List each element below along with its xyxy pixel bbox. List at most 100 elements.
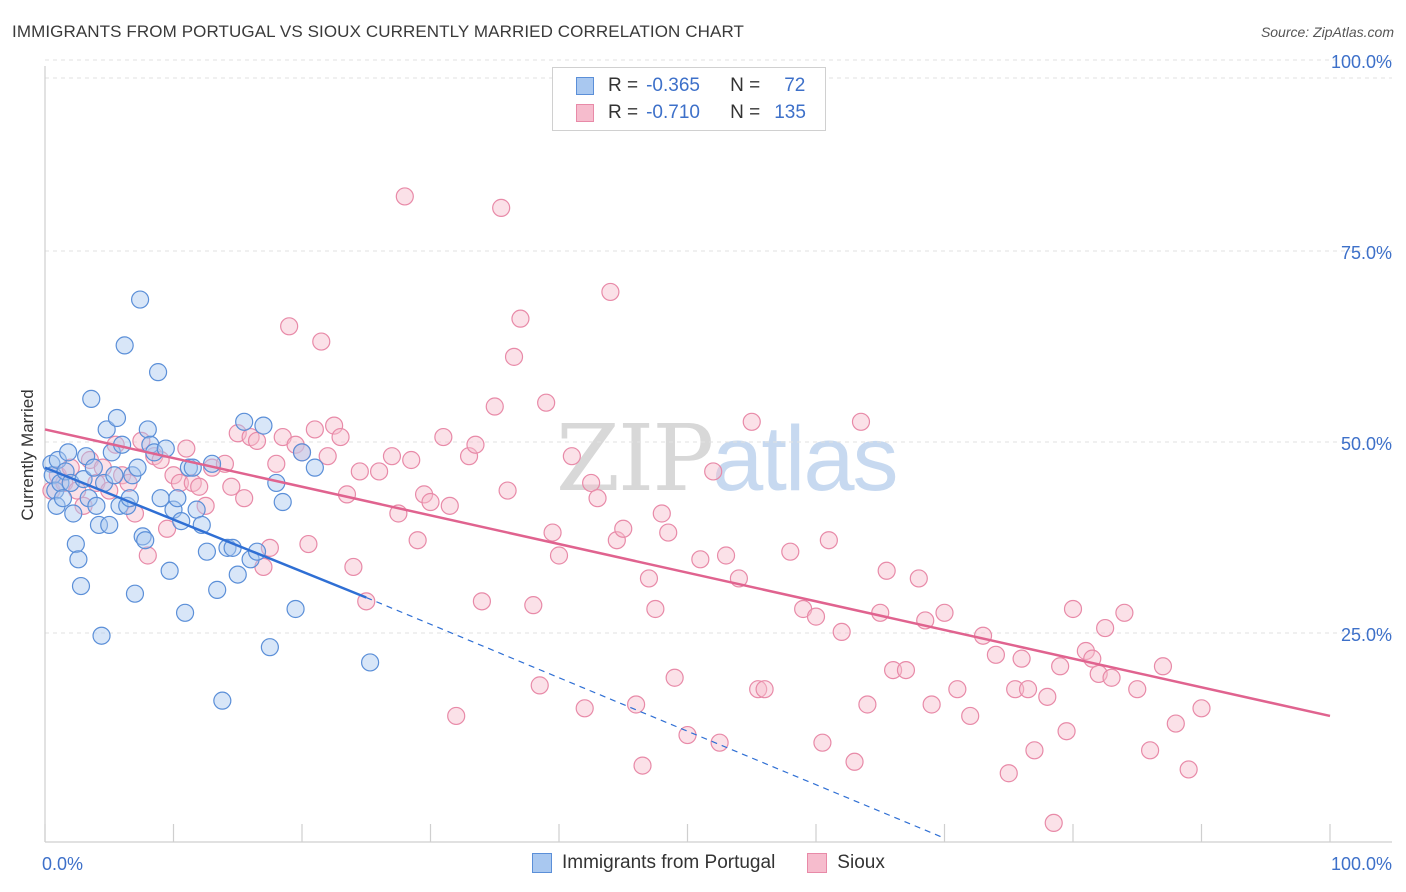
sioux-point [1115,603,1134,622]
sioux-point [447,706,466,726]
sioux-point [691,550,710,569]
portugal-point [125,584,145,603]
sioux-point [1153,657,1173,676]
sioux-point [524,596,543,615]
portugal-trendline-extension [366,596,945,839]
portugal-point [53,489,73,508]
sioux-point [646,599,665,619]
sioux-point [742,412,761,431]
portugal-swatch [576,77,594,95]
sioux-point [588,489,607,508]
sioux-point [883,660,903,680]
sioux-point [639,569,659,588]
sioux-point [267,454,286,473]
portugal-point [89,515,109,535]
portugal-point [47,496,66,515]
portugal-point [59,443,78,462]
sioux-point [1128,680,1147,699]
sioux-point [222,477,241,496]
sioux-point [440,496,459,515]
sioux-point [485,397,504,416]
portugal-point [197,542,217,561]
series-legend: Immigrants from Portugal Sioux [532,852,917,874]
legend-row-portugal-stats: R = -0.365 N = 72 [552,74,805,98]
sioux-point [408,531,427,550]
sioux-point [138,546,157,565]
x-tick-label-max: 100.0% [1331,854,1392,874]
portugal-point [97,420,116,439]
sioux-point [235,489,254,508]
sioux-point [331,427,350,447]
portugal-point [100,515,119,535]
sioux-point [659,523,678,542]
sioux-point [986,645,1006,664]
sioux-r-value: -0.710 [646,102,700,123]
sioux-point [1179,760,1198,779]
sioux-point [196,496,215,515]
sioux-n-value: 135 [774,102,806,123]
sioux-point [286,435,305,454]
portugal-r-value: -0.365 [646,75,700,96]
sioux-point [112,466,132,485]
sioux-point [704,462,723,481]
sioux-point [813,733,832,752]
portugal-point [361,653,380,672]
sioux-point [549,546,569,565]
sioux-point [858,695,877,714]
sioux-point [755,680,774,699]
correlation-legend [552,67,826,131]
sioux-point [511,309,530,328]
sioux-point [896,660,916,680]
portugal-point [130,290,150,309]
portugal-point [69,550,88,569]
sioux-point [312,332,331,351]
sioux-point [1076,641,1095,661]
sioux-swatch [576,104,594,122]
sioux-point [582,473,601,493]
portugal-trendline [44,466,367,599]
portugal-point [273,492,292,512]
portugal-point [305,458,324,477]
sioux-point [1192,699,1211,718]
portugal-point [235,412,254,431]
portugal-point [64,504,83,523]
portugal-point [228,565,247,584]
chart-title: IMMIGRANTS FROM PORTUGAL VS SIOUX CURREN… [12,22,744,41]
y-tick-label: 50.0% [1341,434,1392,454]
portugal-n-value: 72 [784,75,806,96]
sioux-point [498,481,517,500]
portugal-point [160,561,179,580]
portugal-point [138,420,157,439]
sioux-point [177,439,196,458]
sioux-point [562,447,581,466]
legend-row-sioux-stats: R = -0.710 N = 135 [552,101,806,125]
legend-swatch-portugal [532,853,552,873]
sioux-point [909,569,928,588]
legend-item-sioux: Sioux [807,852,885,874]
sioux-point [614,519,633,538]
portugal-point [136,531,155,550]
sioux-point [819,531,838,550]
sioux-point [414,485,434,504]
sioux-point [851,412,871,431]
sioux-point [1038,687,1057,706]
sioux-point [1051,657,1070,676]
sioux-point [961,706,980,726]
sioux-point [466,435,485,454]
sioux-point [607,531,626,550]
sioux-point [626,695,646,714]
sioux-point [395,187,414,206]
sioux-point [434,427,453,447]
sioux-point [1057,722,1076,741]
sioux-point [652,504,671,523]
sioux-trendline [44,428,1331,718]
y-tick-label: 100.0% [1331,52,1392,72]
sioux-point [1140,741,1160,760]
sioux-point [716,546,736,565]
sioux-point [132,431,151,450]
y-tick-label: 25.0% [1341,625,1392,645]
sioux-point [1018,680,1038,699]
sioux-point [459,447,479,466]
portugal-point [92,626,111,645]
sioux-point [1063,599,1083,619]
